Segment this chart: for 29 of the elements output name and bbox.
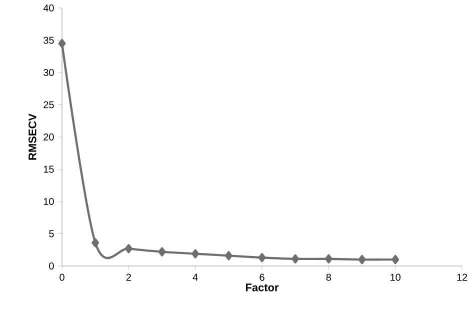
- point: [92, 238, 100, 248]
- x-tick-label: 12: [457, 274, 468, 281]
- x-tick-label: 10: [390, 274, 400, 281]
- x-axis-title: Factor: [246, 284, 279, 292]
- x-tick-label: 4: [192, 274, 198, 281]
- point: [124, 244, 132, 254]
- y-tick-label: 30: [44, 68, 54, 76]
- point: [192, 249, 200, 258]
- point: [258, 253, 266, 262]
- point: [292, 254, 300, 264]
- point: [158, 247, 166, 256]
- point: [224, 251, 232, 260]
- x-tick-label: 8: [326, 274, 332, 281]
- y-tick-label: 0: [49, 262, 54, 270]
- y-tick-label: 25: [44, 101, 54, 108]
- y-tick-label: 20: [44, 133, 54, 141]
- y-axis-title: RMSECV: [28, 114, 36, 160]
- y-tick-label: 5: [49, 230, 54, 238]
- y-tick-label: 35: [44, 36, 54, 44]
- x-tick-label: 0: [60, 274, 64, 281]
- x-tick-label: 2: [126, 274, 131, 281]
- y-tick-label: 40: [43, 4, 54, 12]
- point: [392, 254, 400, 264]
- y-tick-label: 15: [44, 166, 54, 173]
- point: [358, 254, 366, 264]
- x-tick-label: 6: [260, 274, 264, 281]
- point: [324, 254, 332, 264]
- y-tick-label: 10: [44, 198, 54, 206]
- point: [58, 38, 66, 48]
